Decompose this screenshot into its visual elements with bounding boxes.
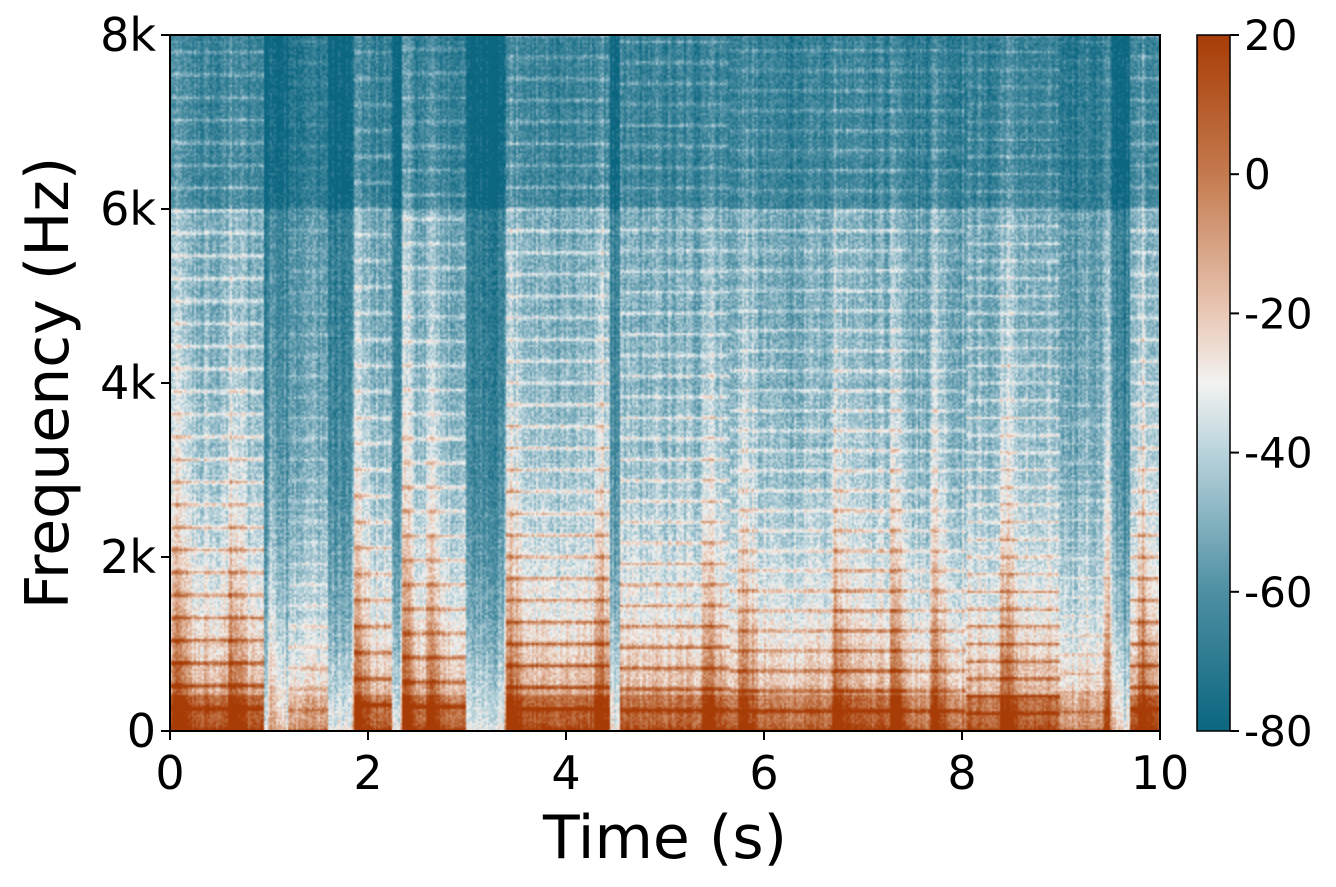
y-tick-label: 0 [127, 704, 156, 758]
colorbar-tick-label: -80 [1244, 707, 1313, 756]
y-tick-label: 6k [100, 182, 156, 236]
spectrogram-heatmap [170, 35, 1160, 731]
y-axis-ticks: 0 2k 4k 6k 8k [100, 8, 170, 758]
colorbar-tick-label: -40 [1244, 429, 1313, 478]
colorbar [1196, 34, 1231, 732]
colorbar-tick-label: 0 [1244, 150, 1271, 199]
x-tick-label: 4 [551, 746, 580, 800]
x-tick-label: 8 [947, 746, 976, 800]
colorbar-tick-label: -20 [1244, 289, 1313, 338]
y-tick-label: 2k [100, 530, 156, 584]
x-tick-label: 2 [353, 746, 382, 800]
colorbar-ticks: 20 0 -20 -40 -60 -80 [1230, 11, 1313, 756]
y-tick-label: 8k [100, 8, 156, 62]
colorbar-tick-label: 20 [1244, 11, 1297, 60]
x-tick-label: 0 [155, 746, 184, 800]
colorbar-tick-label: -60 [1244, 568, 1313, 617]
plot-area [170, 35, 1160, 731]
y-axis-label: Frequency (Hz) [13, 157, 83, 609]
x-tick-label: 6 [749, 746, 778, 800]
x-axis-ticks: 0 2 4 6 8 10 [155, 731, 1189, 800]
y-tick-label: 4k [100, 356, 156, 410]
x-axis-label: Time (s) [542, 803, 787, 873]
x-tick-label: 10 [1131, 746, 1190, 800]
